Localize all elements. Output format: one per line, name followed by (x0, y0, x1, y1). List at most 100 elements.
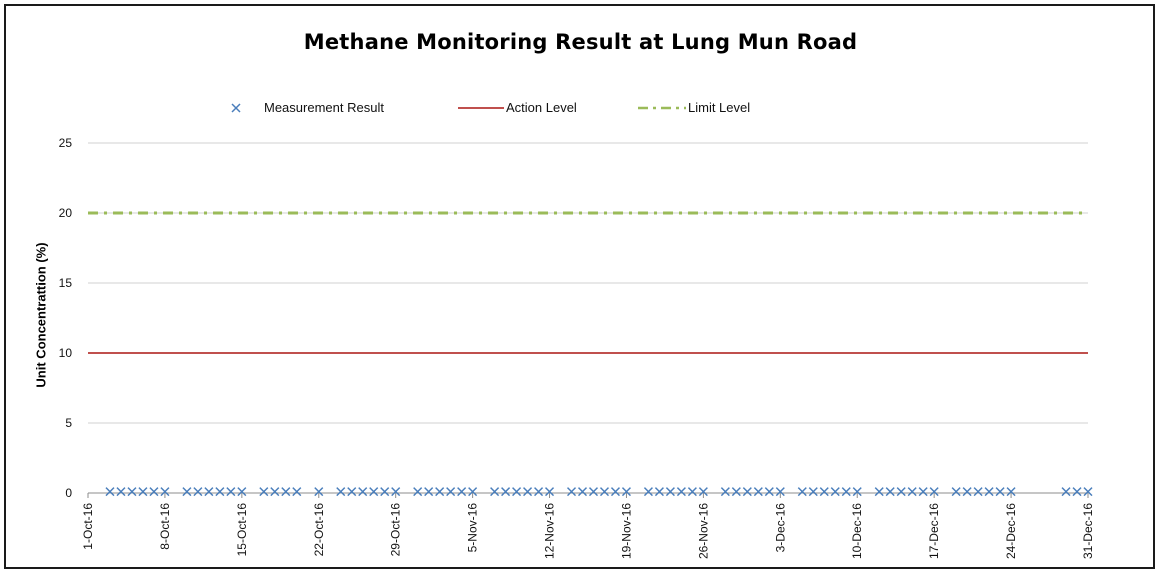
x-tick-label: 29-Oct-16 (389, 503, 403, 557)
marker-stroke (347, 487, 357, 497)
marker-stroke (973, 487, 983, 497)
x-tick-label: 1-Oct-16 (81, 503, 95, 550)
marker-stroke (160, 487, 170, 497)
measurement-point (545, 487, 555, 497)
measurement-point (687, 487, 697, 497)
y-tick-label: 0 (65, 486, 72, 500)
measurement-point (808, 487, 818, 497)
x-tick-label: 24-Dec-16 (1004, 503, 1018, 559)
measurement-point (204, 487, 214, 497)
marker-stroke (566, 487, 577, 497)
measurement-point (951, 487, 961, 497)
measurement-point (237, 487, 247, 497)
marker-stroke (446, 487, 456, 497)
measurement-point (896, 487, 906, 497)
measurement-point (138, 487, 148, 497)
measurement-point (391, 487, 401, 497)
marker-stroke (896, 487, 906, 497)
measurement-point (336, 487, 346, 497)
measurement-point (819, 487, 829, 497)
x-tick-label: 5-Nov-16 (466, 503, 480, 553)
measurement-point (424, 487, 434, 497)
measurement-point (446, 487, 456, 497)
marker-stroke (105, 487, 115, 497)
marker-stroke (127, 487, 137, 497)
measurement-point (534, 487, 544, 497)
measurement-point (907, 487, 917, 497)
measurement-point (984, 487, 994, 497)
marker-stroke (918, 487, 928, 497)
marker-stroke (984, 487, 994, 497)
marker-stroke (907, 487, 917, 497)
marker-stroke (215, 487, 225, 497)
measurement-point (797, 487, 807, 497)
measurement-point (160, 487, 170, 497)
measurement-point (643, 487, 653, 497)
measurement-point (468, 487, 478, 497)
chart-legend: Measurement Result Action Level Limit Le… (0, 100, 1161, 120)
measurement-point (523, 487, 533, 497)
x-tick-label: 17-Dec-16 (927, 503, 941, 559)
measurement-point (1083, 487, 1093, 497)
measurement-point (314, 487, 324, 497)
y-tick-label: 5 (65, 416, 72, 430)
measurement-point (929, 487, 939, 497)
measurement-point (1061, 487, 1071, 497)
marker-stroke (577, 487, 588, 497)
legend-solid-line-icon (458, 106, 504, 109)
measurement-point (105, 487, 115, 497)
marker-stroke (116, 487, 126, 497)
measurement-point (599, 487, 610, 497)
marker-stroke (237, 487, 247, 497)
marker-stroke (852, 487, 862, 497)
measurement-point (621, 487, 631, 497)
x-tick-label: 3-Dec-16 (773, 503, 787, 553)
marker-stroke (995, 487, 1005, 497)
marker-stroke (676, 487, 686, 497)
marker-stroke (654, 487, 664, 497)
marker-stroke (292, 487, 302, 497)
measurement-point (654, 487, 664, 497)
marker-stroke (588, 487, 599, 497)
measurement-point (566, 487, 577, 497)
marker-stroke (1072, 487, 1082, 497)
measurement-point (918, 487, 928, 497)
measurement-point (193, 487, 203, 497)
marker-stroke (830, 487, 840, 497)
marker-stroke (687, 487, 697, 497)
y-tick-label: 10 (59, 346, 73, 360)
legend-label-action-level: Action Level (506, 100, 577, 115)
marker-stroke (259, 487, 269, 497)
measurement-point (512, 487, 522, 497)
measurement-point (435, 487, 445, 497)
measurement-point (457, 487, 467, 497)
x-tick-label: 10-Dec-16 (850, 503, 864, 559)
measurement-point (885, 487, 895, 497)
measurement-point (731, 487, 741, 497)
marker-stroke (435, 487, 445, 497)
y-tick-label: 25 (59, 136, 73, 150)
measurement-point (1072, 487, 1082, 497)
x-tick-label: 31-Dec-16 (1081, 503, 1095, 559)
marker-stroke (270, 487, 280, 497)
marker-stroke (501, 487, 511, 497)
marker-stroke (138, 487, 148, 497)
measurement-point (347, 487, 357, 497)
marker-stroke (621, 487, 631, 497)
marker-stroke (369, 487, 379, 497)
marker-stroke (753, 487, 763, 497)
measurement-point (358, 487, 368, 497)
marker-stroke (819, 487, 829, 497)
measurement-point (369, 487, 379, 497)
marker-stroke (951, 487, 961, 497)
marker-stroke (874, 487, 884, 497)
x-tick-label: 19-Nov-16 (619, 503, 633, 559)
measurement-point (259, 487, 269, 497)
marker-stroke (149, 487, 159, 497)
marker-stroke (742, 487, 752, 497)
y-tick-label: 20 (59, 206, 73, 220)
legend-x-marker-icon (231, 102, 241, 113)
measurement-point (127, 487, 137, 497)
chart-frame (4, 4, 1155, 569)
